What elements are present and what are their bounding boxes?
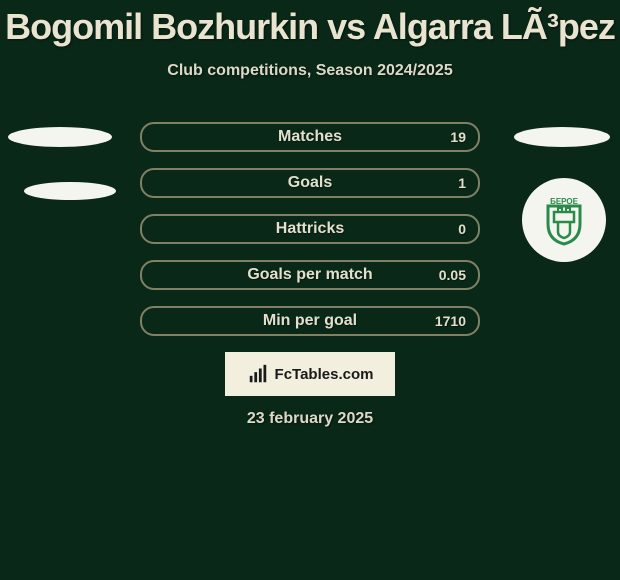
stat-value: 19: [450, 129, 466, 145]
brand-badge[interactable]: FcTables.com: [225, 352, 395, 396]
club-badge: БЕРОЕ: [522, 178, 606, 262]
chart-icon: [247, 363, 269, 385]
player-right-avatar-1: [514, 127, 610, 147]
stat-value: 0.05: [439, 267, 466, 283]
stat-label: Goals per match: [247, 266, 372, 284]
page-title: Bogomil Bozhurkin vs Algarra LÃ³pez: [0, 0, 620, 48]
stats-container: Matches 19 Goals 1 Hattricks 0 Goals per…: [140, 122, 480, 352]
stat-row-mpg: Min per goal 1710: [140, 306, 480, 336]
stat-label: Matches: [278, 128, 342, 146]
stat-value: 0: [458, 221, 466, 237]
stat-row-hattricks: Hattricks 0: [140, 214, 480, 244]
stat-value: 1710: [435, 313, 466, 329]
stat-label: Goals: [288, 174, 332, 192]
shield-icon: БЕРОЕ: [536, 192, 592, 248]
footer-date: 23 february 2025: [247, 410, 373, 428]
stat-row-gpm: Goals per match 0.05: [140, 260, 480, 290]
player-left-avatar-2: [24, 182, 116, 200]
stat-label: Hattricks: [276, 220, 344, 238]
player-left-avatar-1: [8, 127, 112, 147]
stat-row-goals: Goals 1: [140, 168, 480, 198]
stat-value: 1: [458, 175, 466, 191]
brand-text: FcTables.com: [275, 366, 374, 383]
page-subtitle: Club competitions, Season 2024/2025: [0, 62, 620, 80]
stat-row-matches: Matches 19: [140, 122, 480, 152]
stat-label: Min per goal: [263, 312, 357, 330]
